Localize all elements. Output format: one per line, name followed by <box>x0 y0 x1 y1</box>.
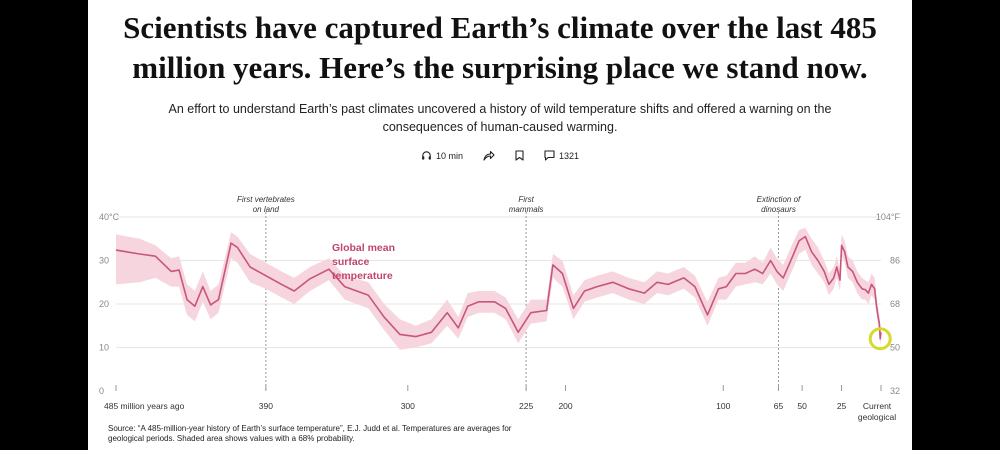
comments-count: 1321 <box>558 150 580 161</box>
y-tick-label-right: 32 <box>890 386 900 396</box>
y-tick-label-right: 86 <box>890 256 900 266</box>
x-tick-label: 225 <box>519 401 533 411</box>
comments-button[interactable]: 1321 <box>544 150 579 161</box>
y-tick-label-right: 68 <box>890 299 900 309</box>
annotation-label: on land <box>253 205 280 214</box>
x-tick-label: 50 <box>797 401 807 411</box>
share-icon <box>483 150 495 161</box>
y-tick-label-left: 20 <box>99 299 109 309</box>
x-tick-label: 300 <box>401 401 415 411</box>
annotation-label: mammals <box>509 205 544 214</box>
headphones-icon <box>422 151 431 160</box>
y-tick-label-left: 30 <box>99 256 109 266</box>
y-tick-label-left: 40°C <box>99 212 120 222</box>
x-tick-label: 65 <box>774 401 784 411</box>
uncertainty-band <box>116 227 881 350</box>
annotation-label: dinosaurs <box>761 205 796 214</box>
annotation-label: First <box>518 195 534 204</box>
share-button[interactable] <box>483 150 495 161</box>
comment-icon <box>544 150 555 161</box>
series-label: Global mean <box>332 242 395 254</box>
series-label: surface <box>332 256 370 268</box>
y-tick-label-left: 10 <box>99 343 109 353</box>
x-tick-label: 485 million years ago <box>104 401 185 411</box>
y-tick-label-right: 104°F <box>876 212 901 222</box>
temperature-line <box>115 235 882 340</box>
x-tick-label: 200 <box>558 401 572 411</box>
x-tick-label: 390 <box>259 401 273 411</box>
listen-button[interactable]: 10 min <box>421 150 463 161</box>
bookmark-button[interactable] <box>515 150 524 161</box>
headline: Scientists have captured Earth’s climate… <box>123 10 877 85</box>
listen-duration: 10 min <box>435 150 463 161</box>
temperature-chart: 0 10 20 30 40°C 32 50 68 86 104°F First vertebrate… <box>99 195 901 425</box>
x-tick-label: Currentgeologicalstage <box>858 401 896 425</box>
chart-source-note: Source: “A 485-million-year history of E… <box>108 424 512 443</box>
article-toolbar: 10 min 1321 <box>88 150 912 161</box>
x-tick-label: 100 <box>716 401 730 411</box>
y-tick-label-right: 50 <box>890 343 900 353</box>
annotation-label: Extinction of <box>757 195 801 204</box>
article-page: Scientists have captured Earth’s climate… <box>88 0 912 450</box>
current-point-highlight <box>868 327 892 351</box>
annotation-label: First vertebrates <box>237 195 295 204</box>
bookmark-icon <box>515 150 524 161</box>
series-label: temperature <box>332 270 393 282</box>
x-tick-label: 25 <box>837 401 847 411</box>
article-dek: An effort to understand Earth’s past cli… <box>168 102 832 134</box>
y-tick-label-left: 0 <box>99 386 104 396</box>
